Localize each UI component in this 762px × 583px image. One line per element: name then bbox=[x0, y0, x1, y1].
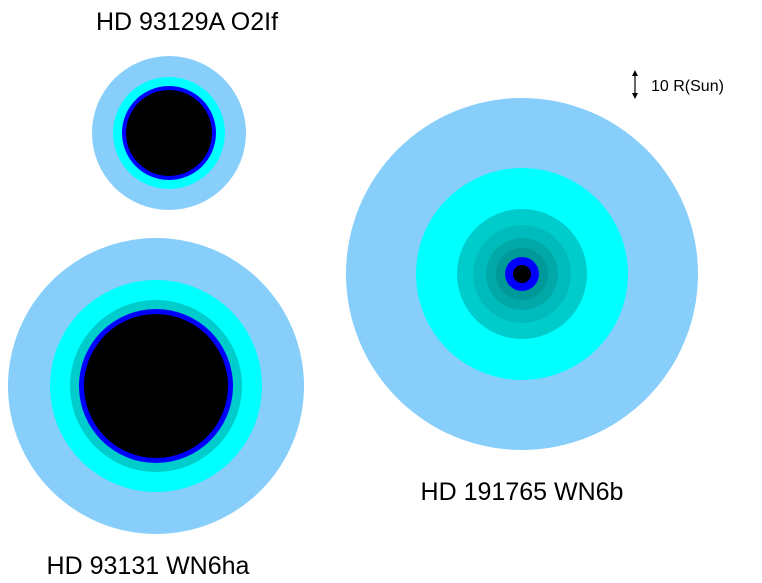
star-label: HD 93129A O2If bbox=[96, 8, 278, 36]
scale-bar: 10 R(Sun) bbox=[632, 70, 724, 99]
star-2 bbox=[8, 238, 304, 534]
core bbox=[513, 265, 531, 283]
core bbox=[84, 314, 228, 458]
scale-label: 10 R(Sun) bbox=[651, 78, 724, 95]
star-3 bbox=[346, 98, 698, 450]
star-1 bbox=[92, 56, 246, 210]
star-label: HD 191765 WN6b bbox=[421, 478, 624, 506]
star-label: HD 93131 WN6ha bbox=[47, 552, 250, 580]
core bbox=[126, 90, 212, 176]
diagram: 10 R(Sun) HD 93129A O2If HD 93131 WN6ha … bbox=[0, 0, 762, 583]
